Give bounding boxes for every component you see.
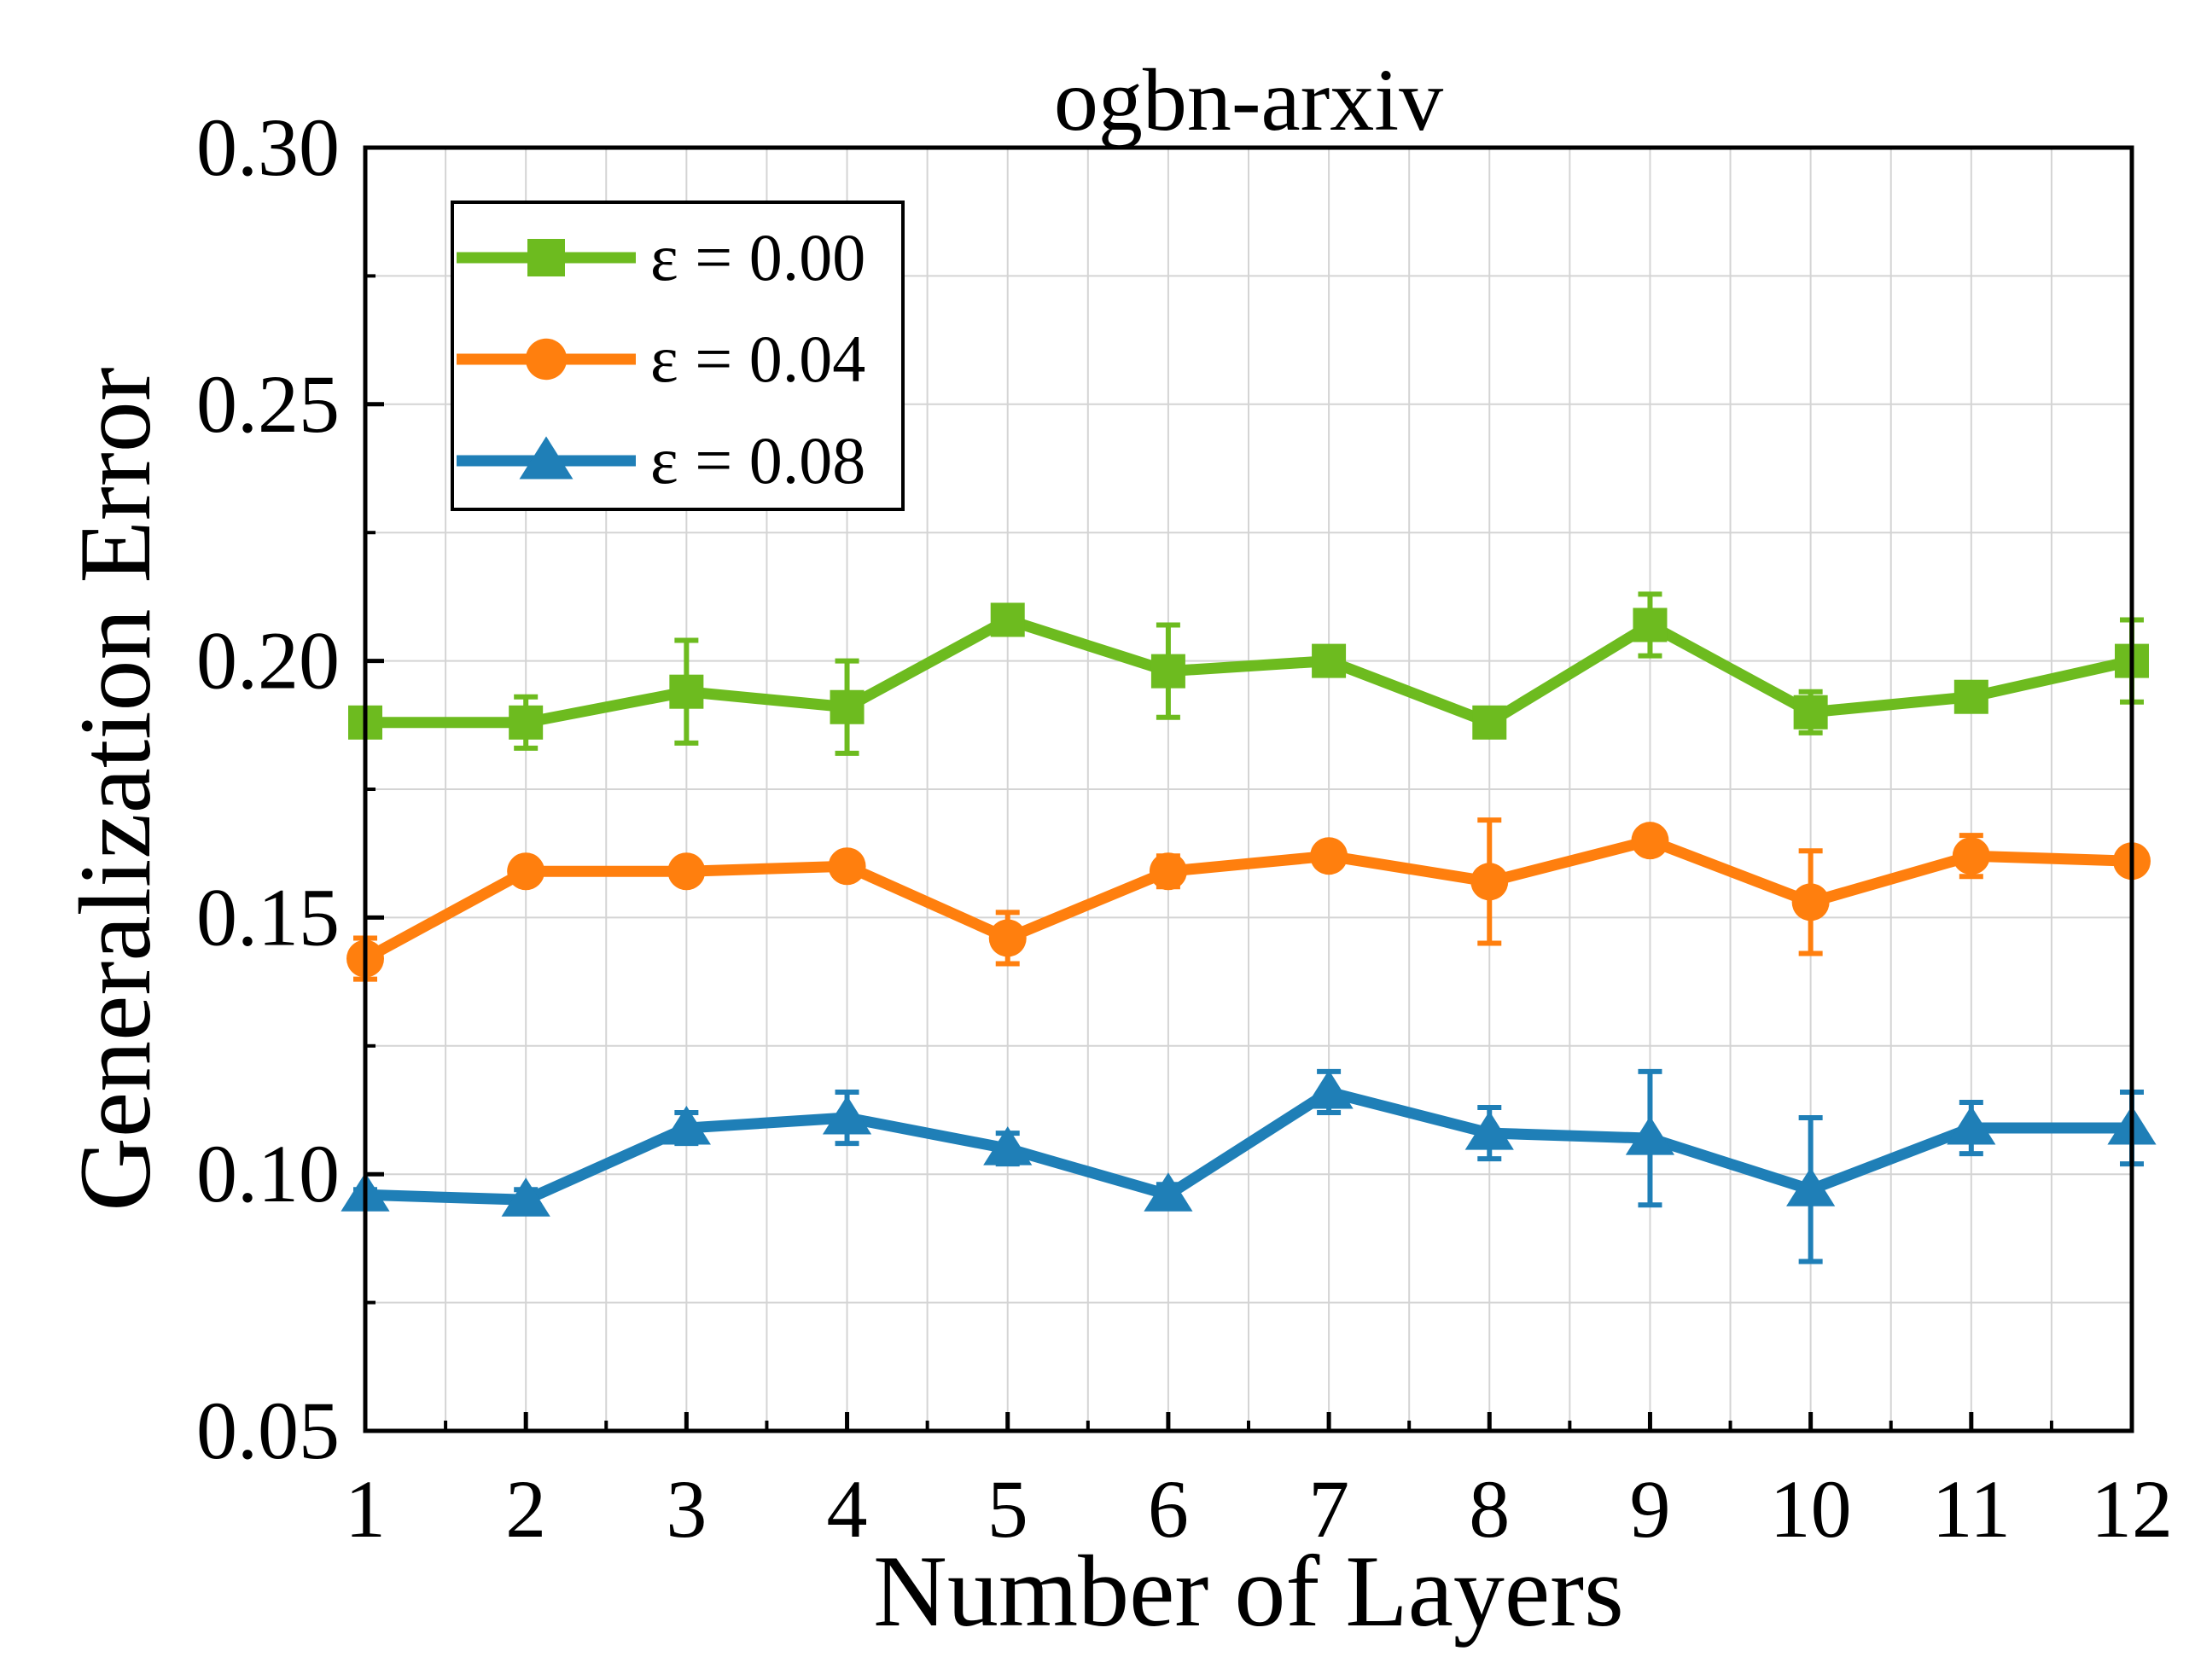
data-point xyxy=(990,602,1025,637)
data-point xyxy=(822,1096,872,1135)
data-point xyxy=(669,674,704,709)
data-point xyxy=(1472,705,1507,740)
legend-marker xyxy=(527,239,565,276)
x-tick-label: 9 xyxy=(1629,1463,1670,1555)
y-tick-label: 0.30 xyxy=(196,102,340,193)
x-tick-label: 1 xyxy=(345,1463,386,1555)
y-axis-title: Generalization Error xyxy=(58,367,172,1211)
data-point xyxy=(1791,883,1830,921)
data-point xyxy=(1310,837,1348,875)
series-1 xyxy=(348,591,2149,756)
series-line xyxy=(365,613,2134,729)
y-tick-label: 0.10 xyxy=(196,1128,340,1219)
series-line xyxy=(364,1086,2132,1206)
data-point xyxy=(1793,695,1828,730)
data-point xyxy=(661,1106,711,1145)
legend-marker xyxy=(519,436,573,480)
ticks: 1 2 3 4 5 6 7 8 9 10 11 120.050.100.150.200.250.30 xyxy=(196,102,2173,1555)
data-point xyxy=(1631,822,1669,860)
data-point xyxy=(1633,607,1668,642)
legend-marker xyxy=(525,338,568,381)
legend-label: ε = 0.08 xyxy=(650,423,865,497)
data-point xyxy=(1952,837,1990,875)
series-2 xyxy=(346,817,2151,982)
x-tick-label: 5 xyxy=(987,1463,1028,1555)
x-tick-label: 4 xyxy=(827,1463,868,1555)
data-point xyxy=(509,705,544,740)
data-point xyxy=(1150,654,1185,689)
data-point xyxy=(507,852,545,891)
data-point xyxy=(1312,643,1347,678)
x-tick-label: 8 xyxy=(1469,1463,1510,1555)
data-point xyxy=(1304,1069,1354,1109)
data-point xyxy=(1149,852,1187,891)
legend-label: ε = 0.00 xyxy=(650,220,865,294)
y-tick-label: 0.25 xyxy=(196,358,340,450)
y-tick-label: 0.15 xyxy=(196,871,340,962)
x-tick-label: 7 xyxy=(1308,1463,1349,1555)
y-tick-label: 0.20 xyxy=(196,615,340,706)
x-axis-title: Number of Layers xyxy=(873,1534,1624,1648)
data-point xyxy=(1953,679,1988,714)
data-point xyxy=(1470,863,1509,901)
data-point xyxy=(988,919,1027,957)
x-tick-label: 3 xyxy=(666,1463,707,1555)
data-point xyxy=(1786,1167,1836,1206)
legend: ε = 0.00 ε = 0.04 ε = 0.08 xyxy=(451,201,905,511)
data-point xyxy=(501,1177,550,1217)
data-point xyxy=(830,689,865,724)
data-point xyxy=(1144,1172,1193,1212)
data-point xyxy=(1464,1111,1514,1150)
y-tick-label: 0.05 xyxy=(196,1385,340,1476)
data-point xyxy=(667,852,706,891)
data-point xyxy=(1947,1106,1996,1145)
data-point xyxy=(828,847,866,886)
data-point xyxy=(1625,1116,1675,1155)
x-tick-label: 11 xyxy=(1932,1463,2011,1555)
series-line xyxy=(362,834,2133,964)
x-tick-label: 6 xyxy=(1148,1463,1189,1555)
x-tick-label: 2 xyxy=(505,1463,546,1555)
x-tick-label: 10 xyxy=(1770,1463,1852,1555)
x-tick-label: 12 xyxy=(2091,1463,2173,1555)
legend-label: ε = 0.04 xyxy=(650,322,865,396)
data-point xyxy=(983,1126,1033,1166)
chart-title: ogbn-arxiv xyxy=(1054,51,1443,149)
